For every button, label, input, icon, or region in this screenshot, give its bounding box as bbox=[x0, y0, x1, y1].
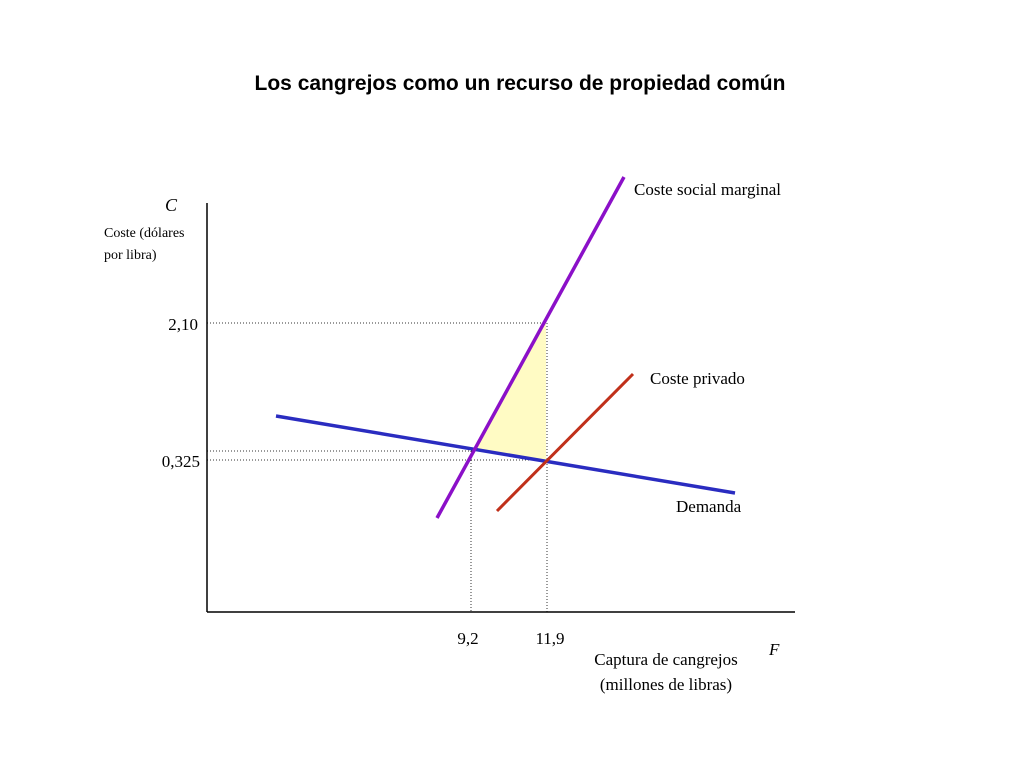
series-line-coste-social-marginal bbox=[435, 176, 626, 519]
series-line-coste-privado bbox=[495, 372, 635, 513]
chart-title: Los cangrejos como un recurso de propied… bbox=[254, 72, 786, 95]
x-axis-label-line-2: (millones de libras) bbox=[600, 675, 732, 694]
y-tick-label-325: 0,325 bbox=[162, 452, 200, 471]
y-axis-label-line-2: por libra) bbox=[104, 248, 157, 263]
x-tick-label-119: 11,9 bbox=[535, 629, 564, 648]
y-axis-symbol: C bbox=[165, 195, 178, 215]
x-axis-symbol: F bbox=[768, 640, 780, 659]
y-tick-label-210: 2,10 bbox=[168, 315, 198, 334]
x-tick-label-92: 9,2 bbox=[457, 629, 478, 648]
series-line-demanda bbox=[275, 414, 736, 495]
series-label-demanda: Demanda bbox=[676, 497, 742, 516]
series-label-coste-social-marginal: Coste social marginal bbox=[634, 180, 781, 199]
series-label-coste-privado: Coste privado bbox=[650, 369, 745, 388]
deadweight-loss-area bbox=[474, 322, 546, 461]
y-axis-label-line-1: Coste (dólares bbox=[104, 226, 184, 241]
x-axis-label-line-1: Captura de cangrejos bbox=[594, 650, 738, 669]
